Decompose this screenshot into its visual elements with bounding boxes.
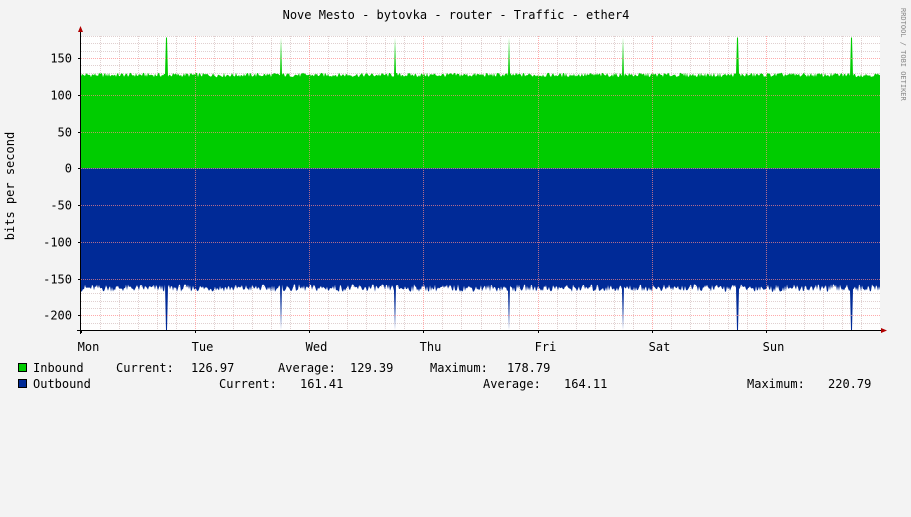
y-tick-label: -100 xyxy=(43,236,72,250)
y-tick-label: 150 xyxy=(50,52,72,66)
x-tick-label: Fri xyxy=(535,340,557,354)
y-axis-arrow xyxy=(78,26,83,32)
legend-name: Inbound xyxy=(33,361,84,375)
legend-current-value: 126.97 xyxy=(191,361,235,375)
chart: Nove Mesto - bytovka - router - Traffic … xyxy=(3,8,907,354)
y-axis-label: bits per second xyxy=(3,132,17,240)
legend-swatch-outbound xyxy=(18,379,27,388)
legend-maximum-label: Maximum: xyxy=(747,377,805,391)
x-tick-label: Sat xyxy=(649,340,671,354)
series-area-inbound xyxy=(81,37,880,169)
y-tick-label: 50 xyxy=(58,126,72,140)
legend-average-label: Average: xyxy=(483,377,541,391)
legend-name: Outbound xyxy=(33,377,91,391)
y-tick-label: -150 xyxy=(43,273,72,287)
y-tick-label: 100 xyxy=(50,89,72,103)
traffic-graph: Nove Mesto - bytovka - router - Traffic … xyxy=(3,8,907,391)
y-tick-label: -200 xyxy=(43,309,72,323)
x-axis-arrow xyxy=(881,328,887,333)
x-tick-label: Mon xyxy=(78,340,100,354)
series-area-outbound xyxy=(81,168,880,330)
x-tick-label: Thu xyxy=(420,340,442,354)
legend-current-value: 161.41 xyxy=(300,377,344,391)
legend-average-value: 164.11 xyxy=(564,377,608,391)
x-tick-label: Sun xyxy=(763,340,785,354)
legend-outbound: Outbound Current: 161.41 Average: 164.11… xyxy=(18,377,871,391)
legend-maximum-value: 220.79 xyxy=(828,377,872,391)
y-tick-label: -50 xyxy=(50,199,72,213)
plot-area: 150 100 50 0 -50 -100 -150 -200 Mon Tue Wed Thu Fri S… xyxy=(43,26,887,354)
side-label: RRDTOOL / TOBI OETIKER xyxy=(899,8,907,102)
y-tick-label: 0 xyxy=(65,162,72,176)
legend-average-value: 129.39 xyxy=(350,361,394,375)
legend-current-label: Current: xyxy=(219,377,277,391)
legend-inbound: Inbound Current: 126.97 Average: 129.39 … xyxy=(18,361,550,375)
legend-swatch-inbound xyxy=(18,363,27,372)
x-tick-label: Tue xyxy=(192,340,214,354)
x-tick-label: Wed xyxy=(306,340,328,354)
legend-maximum-label: Maximum: xyxy=(430,361,488,375)
legend-average-label: Average: xyxy=(278,361,336,375)
chart-title: Nove Mesto - bytovka - router - Traffic … xyxy=(283,8,630,22)
legend-current-label: Current: xyxy=(116,361,174,375)
legend-maximum-value: 178.79 xyxy=(507,361,551,375)
